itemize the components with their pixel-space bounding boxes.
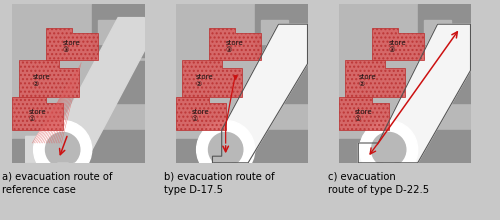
Bar bbox=[98, 61, 144, 103]
Bar bbox=[236, 163, 247, 183]
Polygon shape bbox=[92, 4, 144, 57]
Text: store
①: store ① bbox=[354, 109, 372, 122]
Text: store
①: store ① bbox=[28, 109, 46, 122]
Polygon shape bbox=[176, 97, 226, 130]
Bar bbox=[411, 130, 470, 163]
Bar bbox=[384, 163, 394, 183]
Text: store
③: store ③ bbox=[226, 40, 244, 53]
Text: store
③: store ③ bbox=[388, 40, 406, 53]
Bar bbox=[98, 20, 124, 44]
Bar bbox=[73, 163, 84, 183]
Polygon shape bbox=[358, 24, 470, 163]
Text: store
②: store ② bbox=[358, 74, 376, 88]
Bar bbox=[262, 61, 308, 103]
Polygon shape bbox=[182, 60, 242, 97]
Bar bbox=[424, 20, 450, 44]
Circle shape bbox=[360, 121, 418, 179]
Polygon shape bbox=[26, 18, 144, 163]
Polygon shape bbox=[254, 4, 308, 57]
Text: store
③: store ③ bbox=[62, 40, 80, 53]
Circle shape bbox=[46, 132, 80, 167]
Polygon shape bbox=[19, 60, 78, 97]
Text: store
②: store ② bbox=[32, 74, 50, 88]
Polygon shape bbox=[372, 28, 424, 60]
Bar bbox=[58, 163, 68, 183]
Polygon shape bbox=[345, 60, 405, 97]
Bar bbox=[220, 163, 231, 183]
Bar bbox=[12, 139, 52, 163]
Polygon shape bbox=[338, 97, 388, 130]
Text: store
①: store ① bbox=[192, 109, 209, 122]
Bar bbox=[262, 20, 287, 44]
Text: a) evacuation route of
reference case: a) evacuation route of reference case bbox=[2, 172, 112, 195]
Bar bbox=[338, 139, 378, 163]
Circle shape bbox=[196, 121, 254, 179]
Bar bbox=[85, 130, 144, 163]
Text: c) evacuation
route of type D-22.5: c) evacuation route of type D-22.5 bbox=[328, 172, 428, 195]
Text: b) evacuation route of
type D-17.5: b) evacuation route of type D-17.5 bbox=[164, 172, 275, 195]
Bar bbox=[200, 163, 210, 183]
Bar bbox=[248, 130, 308, 163]
Polygon shape bbox=[46, 28, 98, 60]
Bar bbox=[362, 163, 373, 183]
Polygon shape bbox=[418, 4, 470, 57]
Text: store
②: store ② bbox=[196, 74, 213, 88]
Circle shape bbox=[208, 132, 243, 167]
Bar bbox=[424, 61, 470, 103]
Circle shape bbox=[34, 121, 92, 179]
Polygon shape bbox=[212, 24, 308, 163]
Bar bbox=[176, 139, 215, 163]
Polygon shape bbox=[208, 28, 262, 60]
Polygon shape bbox=[12, 97, 62, 130]
Bar bbox=[399, 163, 410, 183]
Circle shape bbox=[372, 132, 406, 167]
Bar bbox=[36, 163, 47, 183]
